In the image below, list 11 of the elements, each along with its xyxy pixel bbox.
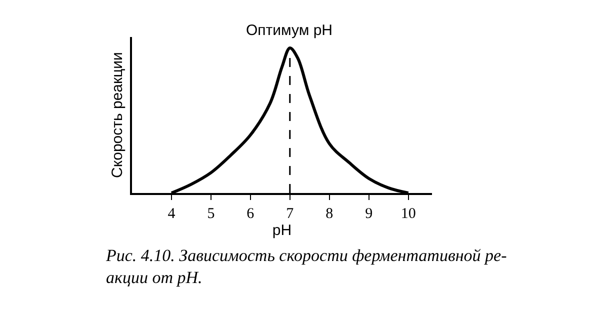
ref-line-label: Оптимум pH bbox=[246, 22, 333, 39]
x-tick-label: 7 bbox=[286, 206, 294, 222]
x-tick-label: 9 bbox=[365, 206, 373, 222]
text: Рис. 4.10. Зависимость скорости ферментативной ре- акции от pH. bbox=[105, 246, 508, 288]
x-tick-label: 4 bbox=[168, 206, 176, 222]
x-tick-label: 8 bbox=[326, 206, 334, 222]
y-axis-title: Скорость реакции bbox=[108, 52, 126, 178]
x-tick-label: 10 bbox=[400, 206, 416, 222]
x-axis-title: pH bbox=[272, 222, 292, 239]
x-tick-label: 6 bbox=[246, 206, 255, 222]
x-tick-label: 5 bbox=[207, 206, 215, 222]
